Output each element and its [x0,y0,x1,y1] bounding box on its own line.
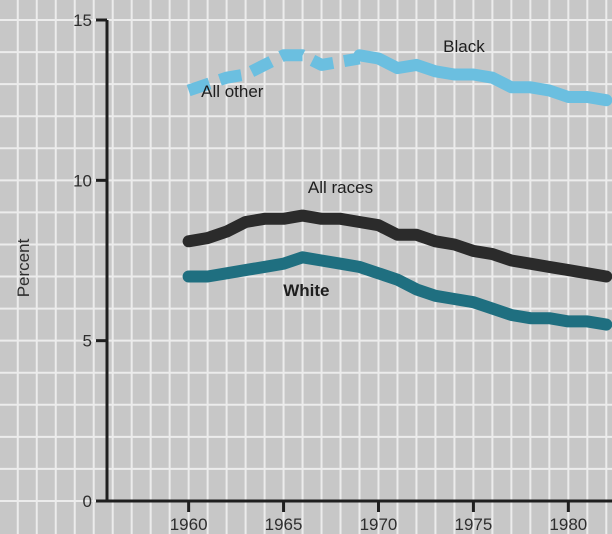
series-line-all-races [182,209,612,283]
series-line-white [182,251,612,331]
y-tick-label: 15 [73,11,92,30]
series-label-all-other: All other [201,82,264,101]
x-tick-label: 1975 [454,515,492,534]
x-tick-label: 1965 [265,515,303,534]
x-tick-label: 1970 [360,515,398,534]
y-tick-label: 5 [83,332,92,351]
x-tick-label: 1980 [549,515,587,534]
series-line-all-other [186,49,361,97]
labels: All other Black All races White [201,37,485,300]
y-tick-label: 10 [73,171,92,190]
y-tick-label: 0 [83,492,92,511]
series-label-all-races: All races [308,178,373,197]
series-label-black: Black [443,37,485,56]
y-axis-label: Percent [14,238,33,297]
series-layer [182,49,612,331]
series-label-white: White [283,281,329,300]
x-tick-label: 1960 [170,515,208,534]
series-line-black [353,49,612,107]
axes: 0 5 10 15 1960 1965 1970 1975 1980 [73,11,612,534]
